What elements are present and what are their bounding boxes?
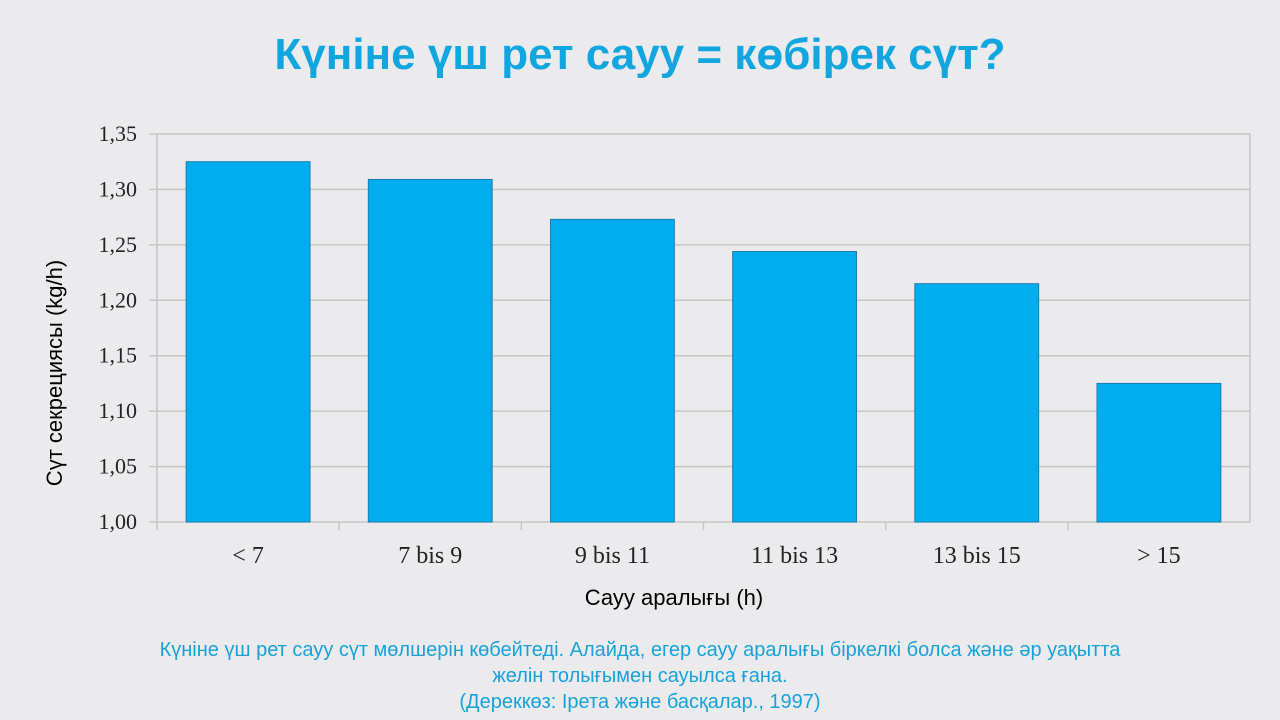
x-tick-label: < 7 (232, 543, 264, 569)
bar (1096, 382, 1222, 523)
x-tick-labels: < 7 7 bis 9 9 bis 11 11 bis 13 13 bis 15 > 15 (232, 543, 1180, 569)
bar (367, 178, 493, 523)
x-tick-label: 9 bis 11 (575, 543, 650, 569)
bar (732, 251, 858, 523)
y-tick-label: 1,30 (99, 176, 138, 201)
y-tick-label: 1,00 (99, 509, 138, 534)
y-tick-label: 1,25 (99, 232, 138, 257)
y-tick-label: 1,15 (99, 343, 138, 368)
bar (914, 283, 1040, 523)
grid-lines (149, 133, 1251, 530)
y-tick-label: 1,10 (99, 398, 138, 423)
y-axis-label: Сүт секрециясы (kg/h) (42, 260, 67, 486)
bars (185, 161, 1222, 523)
bar (185, 161, 311, 523)
caption-source: (Дереккөз: Ірета және басқалар., 1997) (459, 691, 821, 713)
bar (549, 218, 675, 523)
x-tick-label: > 15 (1137, 543, 1181, 569)
y-tick-label: 1,05 (99, 454, 138, 479)
caption-line-2: желін толығымен сауылса ғана. (492, 665, 788, 687)
y-tick-label: 1,35 (99, 121, 138, 146)
x-tick-label: 11 bis 13 (751, 543, 838, 569)
x-axis-label: Сауу аралығы (h) (585, 585, 763, 610)
y-tick-label: 1,20 (99, 287, 138, 312)
caption-line-1: Күніне үш рет сауу сүт мөлшерін көбейтед… (159, 639, 1121, 661)
x-tick-label: 7 bis 9 (398, 543, 462, 569)
slide-title: Күніне үш рет сауу = көбірек сүт? (274, 30, 1006, 79)
y-tick-labels: 1,00 1,05 1,10 1,15 1,20 1,25 1,30 1,35 (99, 121, 138, 534)
x-tick-label: 13 bis 15 (933, 543, 1021, 569)
